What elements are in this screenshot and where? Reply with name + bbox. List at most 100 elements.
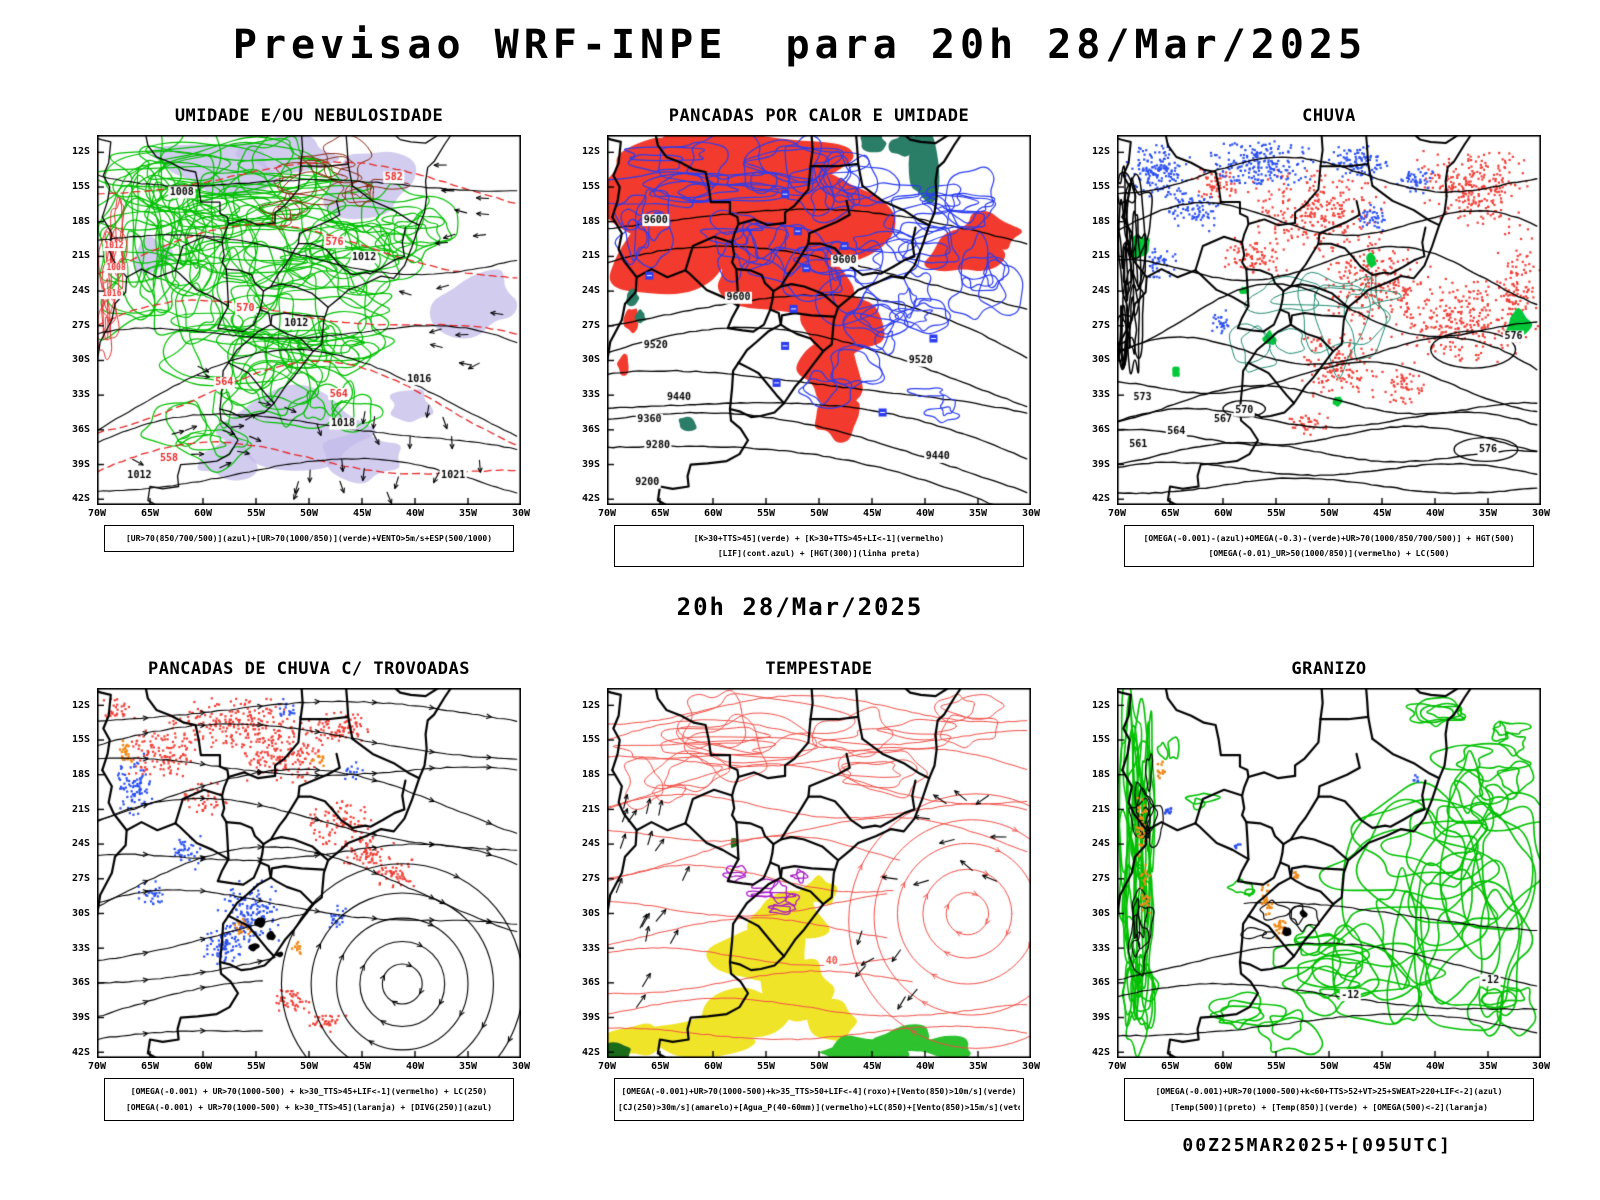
lat-tick-label: 39S bbox=[71, 458, 90, 470]
lon-tick-label: 45W bbox=[352, 508, 372, 519]
lat-tick-label: 39S bbox=[581, 1011, 600, 1023]
lat-tick-label: 39S bbox=[1091, 458, 1110, 470]
lat-tick-label: 15S bbox=[581, 734, 600, 746]
lon-tick-label: 55W bbox=[1266, 508, 1286, 519]
caption-line: [OMEGA(-0.001)-(azul)+OMEGA(-0.3)-(verde… bbox=[1143, 534, 1515, 543]
caption-box: [OMEGA(-0.001)+UR>70(1000-500)+k>35_TTS>… bbox=[614, 1078, 1024, 1121]
lat-tick-label: 33S bbox=[71, 942, 90, 954]
panel-pancadas-calor: PANCADAS POR CALOR E UMIDADE 12S 15S 18S 21… bbox=[567, 106, 1040, 568]
lon-tick-label: 55W bbox=[246, 508, 266, 519]
lon-tick-label: 60W bbox=[1213, 1061, 1233, 1073]
caption-line: [UR>70(850/700/500)](azul)+[UR>70(1000/8… bbox=[125, 534, 493, 543]
map-canvas bbox=[607, 135, 1031, 505]
panel-granizo: GRANIZO 12S 15S 18S 21S 24S 27S 30S 33S 36S 39S 42… bbox=[1077, 659, 1550, 1121]
lat-tick-label: 27S bbox=[71, 319, 90, 331]
lon-tick-label: 50W bbox=[1319, 508, 1339, 519]
lat-tick-label: 18S bbox=[581, 215, 600, 227]
lon-tick-label: 60W bbox=[703, 508, 723, 519]
lat-tick-label: 18S bbox=[581, 769, 600, 781]
run-timestamp: 00Z25MAR2025+[095UTC] bbox=[1182, 1134, 1452, 1156]
lat-tick-label: 24S bbox=[71, 285, 90, 297]
lat-tick-label: 42S bbox=[71, 493, 90, 505]
panel-title: CHUVA bbox=[1302, 106, 1356, 126]
lat-tick-label: 39S bbox=[1091, 1011, 1110, 1023]
lon-tick-label: 30W bbox=[1021, 508, 1041, 519]
lon-axis: 70W 65W 60W 55W 50W 45W 40W 35W 30W bbox=[598, 1058, 1040, 1074]
lon-tick-label: 35W bbox=[458, 508, 478, 519]
lat-axis: 12S 15S 18S 21S 24S 27S 30S 33S 36S 39S 42S bbox=[1077, 688, 1113, 1058]
lon-tick-label: 30W bbox=[1531, 1061, 1551, 1073]
panel-title: GRANIZO bbox=[1291, 659, 1367, 680]
lon-tick-label: 35W bbox=[968, 1061, 988, 1073]
map-canvas bbox=[1117, 135, 1541, 505]
caption-box: [K>30+TTS>45](verde) + [K>30+TTS>45+LI<-… bbox=[614, 525, 1024, 568]
lat-tick-label: 33S bbox=[71, 389, 90, 401]
lat-tick-label: 24S bbox=[581, 285, 600, 297]
lat-tick-label: 27S bbox=[1091, 873, 1110, 885]
caption-line: [Temp(500)](preto) + [Temp(850)](verde) … bbox=[1170, 1102, 1488, 1112]
lon-tick-label: 55W bbox=[1266, 1061, 1286, 1073]
lon-axis: 70W 65W 60W 55W 50W 45W 40W 35W 30W bbox=[598, 505, 1040, 521]
caption-line: [OMEGA(-0.001) + UR>70(1000-500) + k>30_… bbox=[125, 1102, 493, 1112]
lat-tick-label: 12S bbox=[581, 146, 600, 158]
lon-tick-label: 45W bbox=[862, 1061, 882, 1073]
mid-date-label: 20h 28/Mar/2025 bbox=[676, 593, 924, 622]
lon-tick-label: 70W bbox=[87, 1061, 107, 1073]
map-canvas bbox=[1117, 688, 1541, 1059]
panel-title: UMIDADE E/OU NEBULOSIDADE bbox=[174, 106, 444, 126]
panel-row-top: UMIDADE E/OU NEBULOSIDADE 12S 15S 18S 21S 24… bbox=[0, 106, 1600, 568]
panel-title: TEMPESTADE bbox=[765, 659, 873, 680]
panel-chuva: CHUVA 12S 15S 18S 21S 24S 27S 30S 33S 36S 39S 42S … bbox=[1077, 106, 1550, 568]
map-plot: 12S 15S 18S 21S 24S 27S 30S 33S 36S 39S 42S 70W 65W… bbox=[72, 135, 530, 519]
lon-tick-label: 60W bbox=[703, 1061, 723, 1073]
page-title: Previsao WRF-INPE para 20h 28/Mar/2025 bbox=[232, 22, 1368, 68]
map-plot: 12S 15S 18S 21S 24S 27S 30S 33S 36S 39S 42S 70W 65W… bbox=[1092, 688, 1550, 1072]
lon-tick-label: 35W bbox=[458, 1061, 478, 1073]
lat-tick-label: 42S bbox=[71, 1046, 90, 1058]
lat-tick-label: 18S bbox=[71, 215, 90, 227]
lat-tick-label: 30S bbox=[581, 907, 600, 919]
lon-tick-label: 65W bbox=[1160, 1061, 1180, 1073]
lon-tick-label: 50W bbox=[809, 508, 829, 519]
lat-tick-label: 15S bbox=[71, 181, 90, 193]
lon-tick-label: 40W bbox=[405, 1061, 425, 1073]
lon-tick-label: 30W bbox=[511, 1061, 531, 1073]
lon-tick-label: 40W bbox=[405, 508, 425, 519]
lat-tick-label: 24S bbox=[581, 838, 600, 850]
lat-tick-label: 15S bbox=[1091, 181, 1110, 193]
lat-tick-label: 21S bbox=[1091, 803, 1110, 815]
lat-tick-label: 30S bbox=[1091, 907, 1110, 919]
lat-tick-label: 42S bbox=[1091, 493, 1110, 505]
lon-tick-label: 35W bbox=[968, 508, 988, 519]
lon-tick-label: 35W bbox=[1478, 508, 1498, 519]
lon-axis: 70W 65W 60W 55W 50W 45W 40W 35W 30W bbox=[88, 1058, 530, 1074]
lon-tick-label: 40W bbox=[1425, 508, 1445, 519]
caption-line: [LIF](cont.azul) + [HGT(300)](linha pret… bbox=[717, 549, 921, 559]
caption-box: [UR>70(850/700/500)](azul)+[UR>70(1000/8… bbox=[104, 525, 514, 553]
lat-tick-label: 18S bbox=[71, 769, 90, 781]
lon-tick-label: 65W bbox=[140, 508, 160, 519]
lat-tick-label: 33S bbox=[581, 389, 600, 401]
lat-axis: 12S 15S 18S 21S 24S 27S 30S 33S 36S 39S 42S bbox=[567, 688, 603, 1058]
lon-tick-label: 65W bbox=[650, 1061, 670, 1073]
lat-tick-label: 42S bbox=[581, 493, 600, 505]
map-plot: 12S 15S 18S 21S 24S 27S 30S 33S 36S 39S 42S 70W 65W… bbox=[582, 135, 1040, 519]
lon-tick-label: 40W bbox=[915, 1061, 935, 1073]
lat-tick-label: 33S bbox=[581, 942, 600, 954]
caption-line: [OMEGA(-0.001)+UR>70(1000-500)+k<60+TTS>… bbox=[1155, 1087, 1503, 1097]
lat-tick-label: 39S bbox=[71, 1011, 90, 1023]
lon-tick-label: 60W bbox=[1213, 508, 1233, 519]
lon-tick-label: 55W bbox=[756, 508, 776, 519]
lat-tick-label: 12S bbox=[71, 699, 90, 711]
lat-tick-label: 21S bbox=[71, 250, 90, 262]
lat-tick-label: 30S bbox=[1091, 354, 1110, 366]
lon-axis: 70W 65W 60W 55W 50W 45W 40W 35W 30W bbox=[1108, 505, 1550, 521]
lat-tick-label: 36S bbox=[1091, 977, 1110, 989]
lat-tick-label: 24S bbox=[1091, 285, 1110, 297]
lat-tick-label: 12S bbox=[1091, 146, 1110, 158]
map-plot: 12S 15S 18S 21S 24S 27S 30S 33S 36S 39S 42S 70W 65W… bbox=[1092, 135, 1550, 519]
lat-tick-label: 27S bbox=[71, 873, 90, 885]
lat-tick-label: 18S bbox=[1091, 215, 1110, 227]
lat-tick-label: 15S bbox=[71, 734, 90, 746]
